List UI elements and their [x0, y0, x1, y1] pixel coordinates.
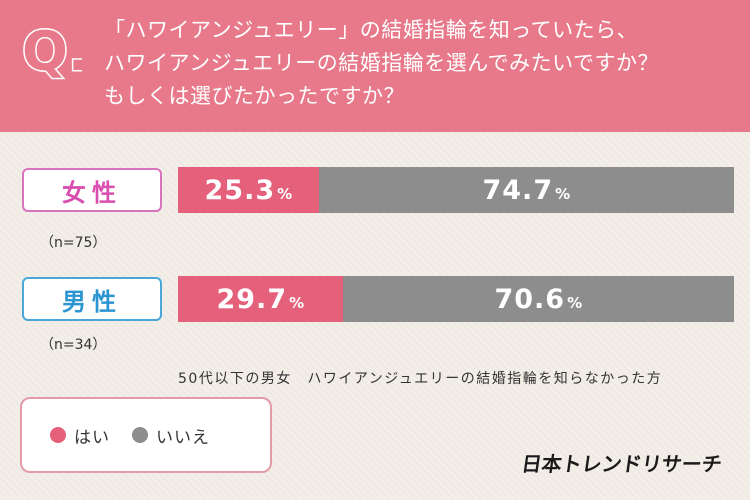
value-label-female-yes: 25.3	[204, 174, 276, 206]
bar-segment-female-yes: 25.3%	[178, 167, 319, 213]
unit-label: %	[289, 294, 305, 312]
bar-segment-male-yes: 29.7%	[178, 276, 343, 322]
question-line-2: ハワイアンジュエリーの結婚指輪を選んでみたいですか？	[104, 51, 660, 75]
group-label-male: 男性	[22, 277, 162, 321]
q-icon: Q.	[21, 19, 83, 85]
legend-label-yes: はい	[74, 427, 110, 448]
question-text: 「ハワイアンジュエリー」の結婚指輪を知っていたら、 ハワイアンジュエリーの結婚指…	[104, 14, 744, 113]
question-line-3: もしくは選びたかったですか？	[104, 84, 405, 108]
unit-label: %	[555, 185, 571, 203]
question-header: Q. 「ハワイアンジュエリー」の結婚指輪を知っていたら、 ハワイアンジュエリーの…	[0, 0, 750, 132]
bar-female: 25.3% 74.7%	[178, 167, 734, 213]
question-line-1: 「ハワイアンジュエリー」の結婚指輪を知っていたら、	[104, 18, 639, 42]
bar-segment-female-no: 74.7%	[318, 167, 734, 213]
q-mark: Q.	[22, 20, 82, 83]
bar-male: 29.7% 70.6%	[178, 276, 734, 322]
bar-segment-male-no: 70.6%	[342, 276, 734, 322]
legend: はい いいえ	[20, 397, 272, 473]
legend-item-no: いいえ	[132, 423, 210, 448]
group-label-female: 女性	[22, 168, 162, 212]
unit-label: %	[277, 185, 293, 203]
legend-label-no: いいえ	[156, 427, 210, 448]
value-label-male-no: 70.6	[494, 283, 566, 315]
legend-swatch-no	[132, 427, 148, 443]
brand-logo: 日本トレンドリサーチ	[520, 452, 724, 476]
unit-label: %	[567, 294, 583, 312]
sample-size-male: （n=34）	[40, 337, 107, 353]
population-note: 50代以下の男女 ハワイアンジュエリーの結婚指輪を知らなかった方	[178, 371, 663, 387]
sample-size-female: （n=75）	[40, 235, 107, 251]
legend-item-yes: はい	[50, 423, 110, 448]
value-label-male-yes: 29.7	[216, 283, 288, 315]
value-label-female-no: 74.7	[482, 174, 554, 206]
legend-swatch-yes	[50, 427, 66, 443]
